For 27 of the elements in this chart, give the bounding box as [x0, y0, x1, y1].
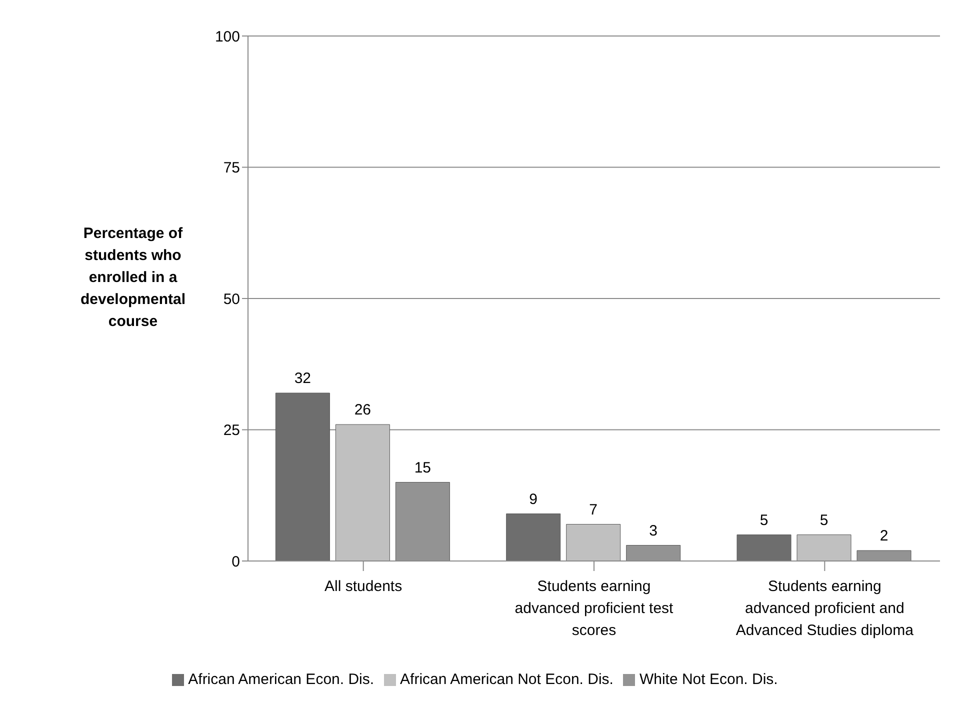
data-label: 5 — [760, 512, 768, 529]
data-label: 26 — [354, 402, 372, 418]
legend-label: White Not Econ. Dis. — [639, 671, 778, 688]
data-label: 9 — [529, 490, 538, 508]
y-tick-label: 0 — [232, 553, 240, 570]
bar — [566, 524, 621, 561]
data-label: 32 — [294, 370, 312, 387]
y-tick-label: 50 — [223, 290, 240, 308]
data-label: 3 — [649, 522, 658, 540]
legend-label: African American Econ. Dis. — [188, 671, 374, 688]
bar — [796, 534, 852, 561]
y-tick-label: 75 — [223, 160, 240, 177]
bar — [335, 424, 390, 561]
data-label: 2 — [880, 528, 888, 544]
x-tick-label: All students — [324, 578, 402, 595]
legend-label: African American Not Econ. Dis. — [400, 671, 614, 688]
x-tick-label: Students earning advanced proficient and Advanced Studies diploma — [736, 578, 914, 639]
bar — [736, 534, 792, 561]
data-label: 5 — [820, 512, 828, 529]
bar — [506, 514, 561, 561]
x-tick-label: Students earning advanced proficient test scores — [514, 578, 674, 639]
bar — [275, 392, 330, 561]
y-tick-label: 100 — [214, 28, 240, 46]
y-tick-label: 25 — [223, 422, 240, 440]
data-label: 15 — [414, 459, 432, 476]
y-axis-title: Percentage of students who enrolled in a developmental course — [80, 225, 186, 330]
data-label: 7 — [589, 501, 598, 518]
